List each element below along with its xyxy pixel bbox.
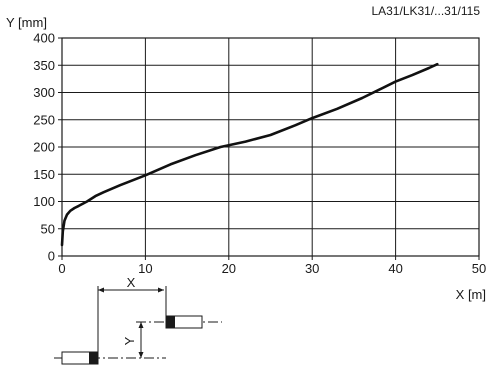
plot-frame: [61, 37, 480, 257]
tick-label-y-400: 400: [33, 31, 55, 46]
tick-label-x-20: 20: [222, 261, 236, 276]
tick-label-y-250: 250: [33, 112, 55, 127]
upper-sensor-lens: [166, 316, 175, 328]
x-axis-title: X [m]: [456, 287, 486, 302]
tick-label-y-350: 350: [33, 58, 55, 73]
tick-labels: 0 50 100 150 200 250 300 350 400 0 10 20 30 40 50: [33, 31, 486, 277]
diagram-y-label: Y: [122, 336, 137, 345]
lower-sensor-lens: [89, 352, 98, 364]
tick-label-x-0: 0: [58, 261, 65, 276]
y-arrow-bottom: [138, 352, 144, 358]
tick-label-y-100: 100: [33, 194, 55, 209]
tick-label-y-50: 50: [41, 221, 55, 236]
tick-label-y-0: 0: [48, 249, 55, 264]
model-label: LA31/LK31/...31/115: [371, 4, 480, 18]
tick-label-y-150: 150: [33, 167, 55, 182]
series-line-0: [60, 62, 439, 247]
tick-label-x-40: 40: [388, 261, 402, 276]
grid: [58, 37, 480, 260]
series-layer: [60, 62, 439, 247]
tick-label-x-30: 30: [305, 261, 319, 276]
y-arrow-top: [138, 322, 144, 328]
tick-label-y-300: 300: [33, 85, 55, 100]
tick-label-x-50: 50: [472, 261, 486, 276]
offset-diagram: [54, 286, 222, 365]
tick-label-x-10: 10: [138, 261, 152, 276]
tick-label-y-200: 200: [33, 140, 55, 155]
x-arrow-right: [158, 287, 164, 293]
diagram-x-label: X: [127, 275, 136, 290]
x-arrow-left: [98, 287, 104, 293]
y-axis-title: Y [mm]: [6, 15, 47, 30]
